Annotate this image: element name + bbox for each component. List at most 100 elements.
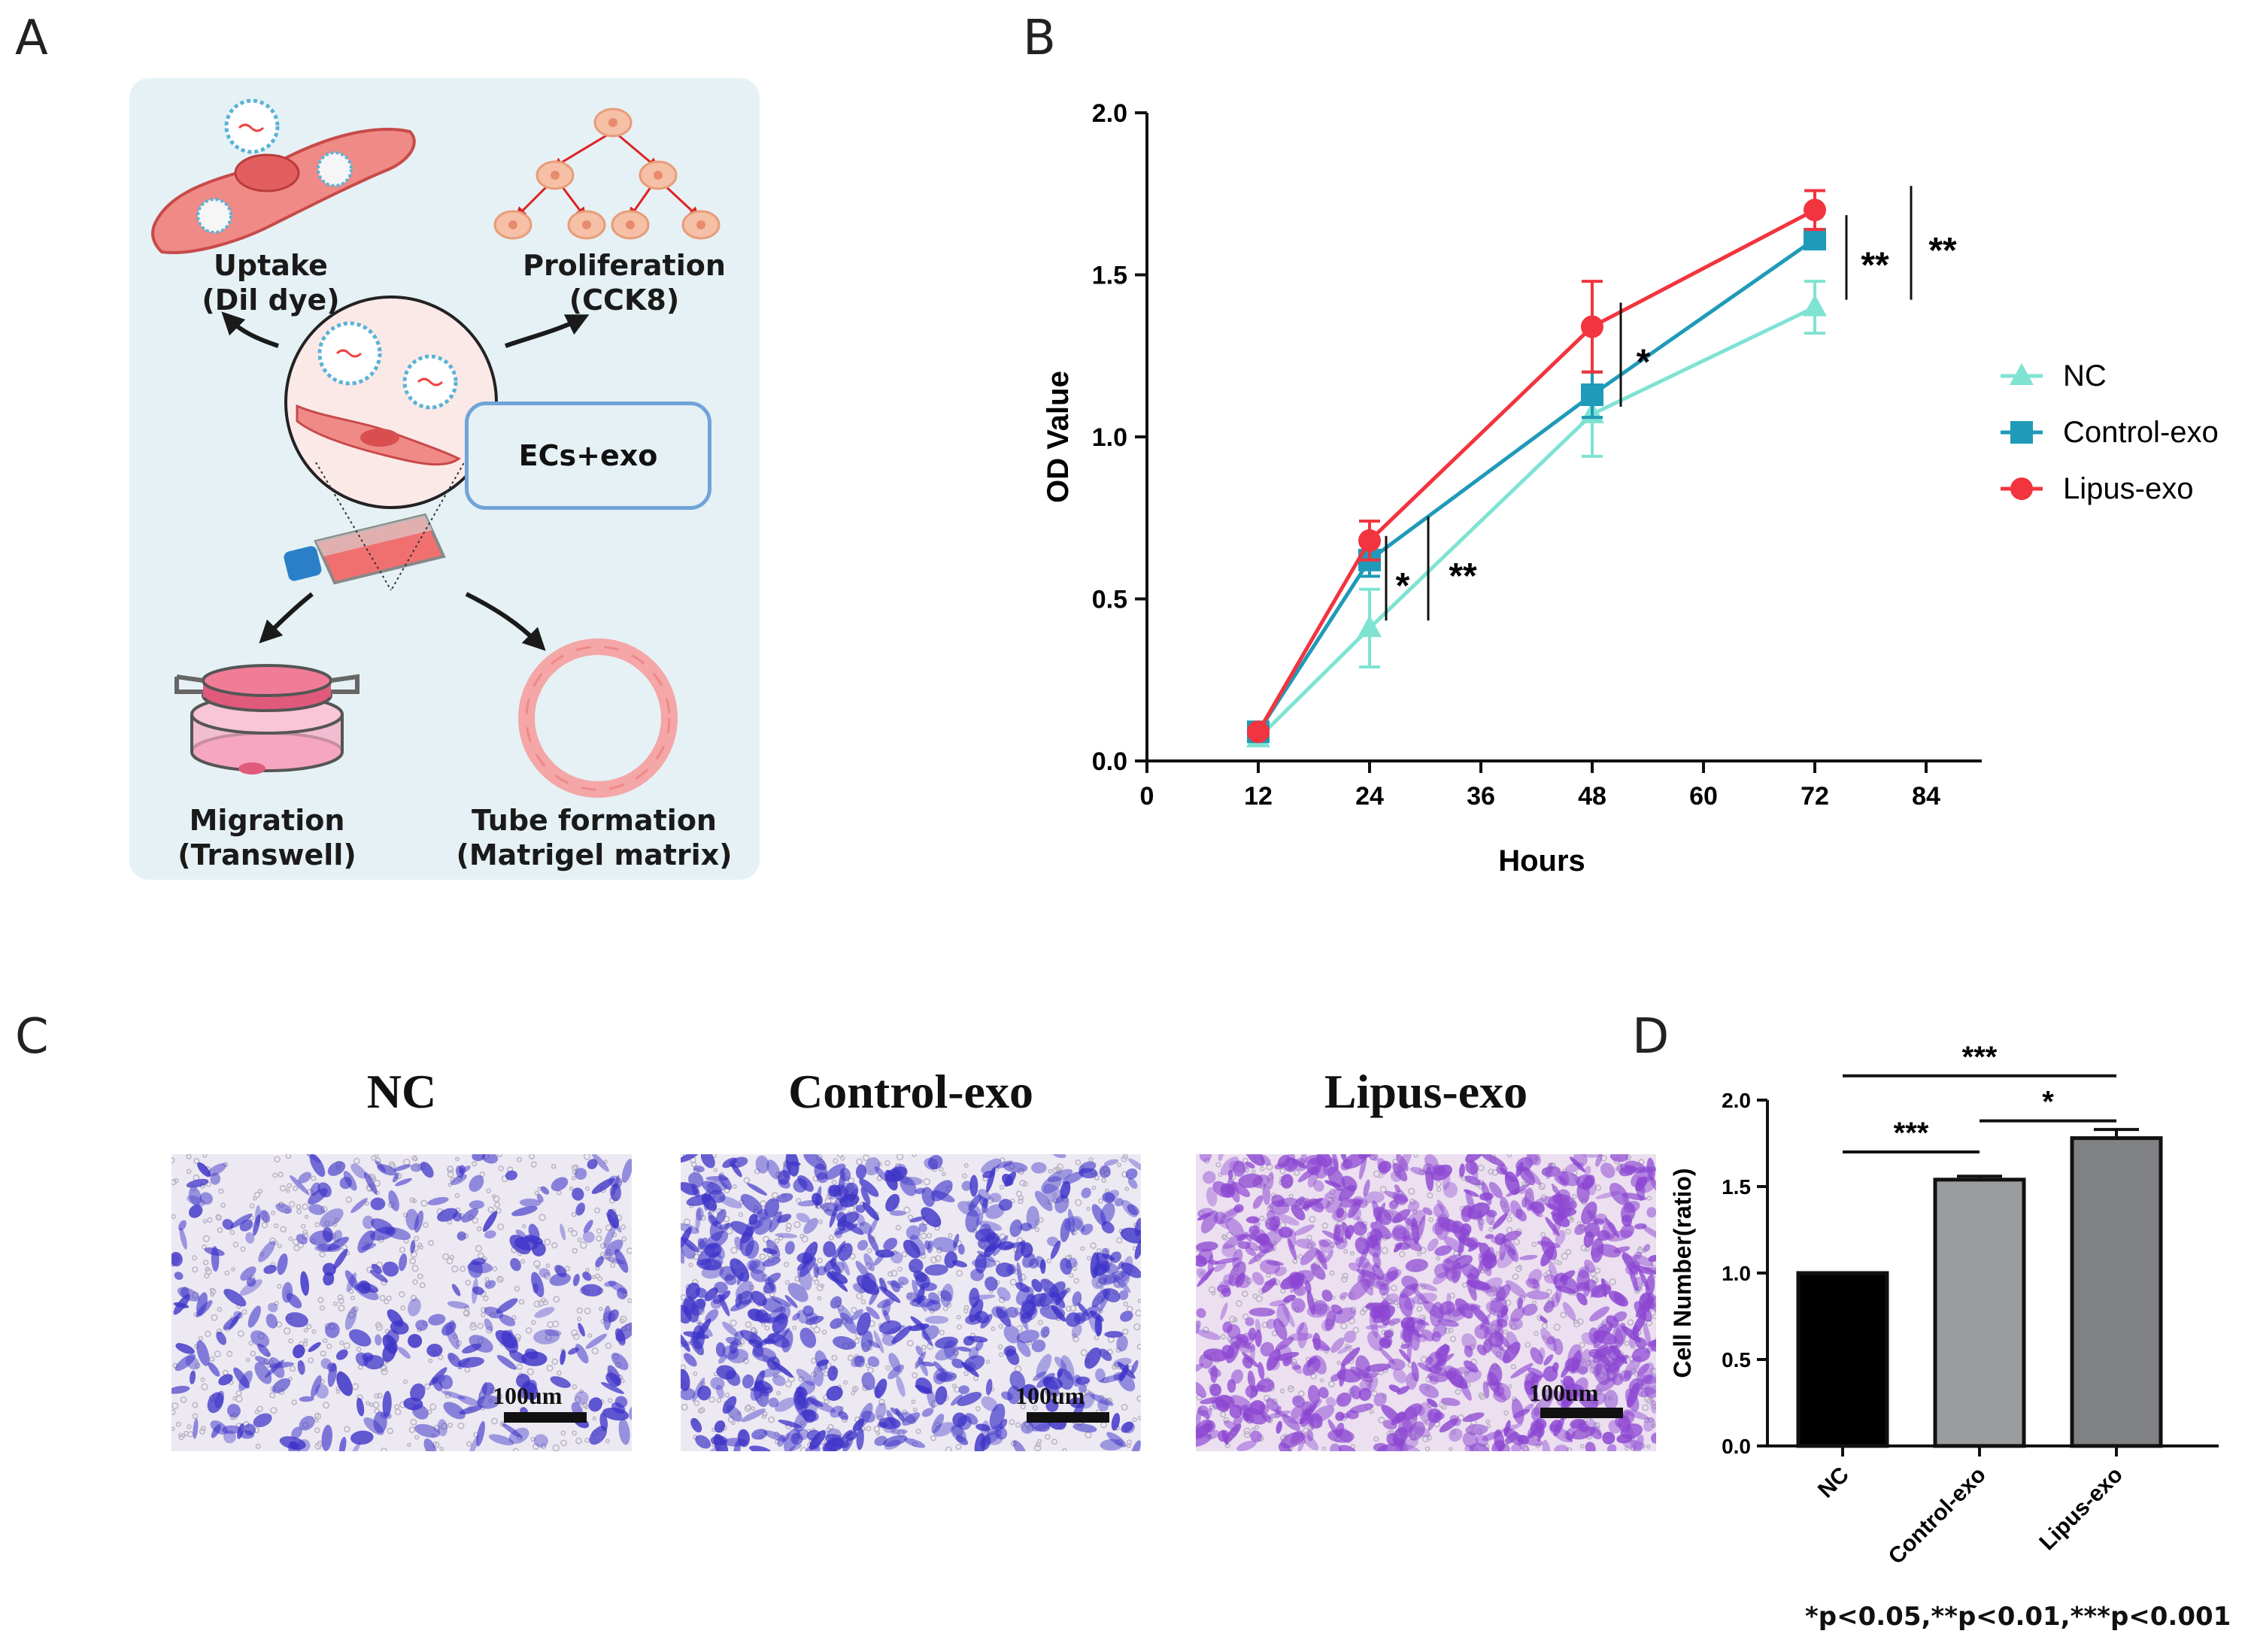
stained-cell xyxy=(790,1432,803,1445)
stained-cell xyxy=(1569,1156,1585,1172)
stained-cell xyxy=(1028,1258,1039,1269)
stained-cell xyxy=(1120,1311,1133,1322)
stained-cell xyxy=(550,1376,571,1388)
membrane-pore xyxy=(472,1161,478,1167)
membrane-pore xyxy=(394,1404,400,1410)
stained-cell xyxy=(1621,1326,1642,1343)
membrane-pore xyxy=(511,1315,517,1320)
membrane-pore xyxy=(289,1366,296,1372)
stained-cell xyxy=(1433,1323,1447,1338)
stained-cell xyxy=(1072,1291,1082,1307)
stained-cell xyxy=(802,1241,818,1266)
membrane-pore xyxy=(399,1291,405,1298)
stained-cell xyxy=(1608,1290,1629,1307)
membrane-pore xyxy=(314,1427,320,1433)
stained-cell xyxy=(1495,1284,1511,1302)
membrane-pore xyxy=(1015,1422,1021,1428)
stained-cell xyxy=(796,1213,810,1223)
stained-cell xyxy=(955,1435,969,1445)
stained-cell xyxy=(451,1284,461,1296)
stained-cell xyxy=(690,1336,705,1356)
membrane-pore xyxy=(1441,1403,1448,1410)
stained-cell xyxy=(1095,1368,1106,1383)
stained-cell xyxy=(1377,1443,1404,1451)
stained-cell xyxy=(476,1420,485,1447)
stained-cell xyxy=(216,1331,227,1345)
uptake-label: Uptake (Dil dye) xyxy=(188,248,353,317)
stained-cell xyxy=(826,1428,842,1441)
stained-cell xyxy=(293,1344,305,1359)
membrane-pore xyxy=(851,1307,857,1314)
legend-label-lipus-exo: Lipus-exo xyxy=(2063,472,2193,505)
stained-cell xyxy=(725,1336,742,1346)
stained-cell xyxy=(1515,1162,1524,1178)
stained-cell xyxy=(974,1433,986,1451)
membrane-pore xyxy=(530,1161,537,1168)
stained-cell xyxy=(336,1372,353,1396)
stained-cell xyxy=(1409,1166,1427,1175)
membrane-pore xyxy=(1503,1329,1508,1335)
stained-cell xyxy=(325,1322,340,1338)
stained-cell xyxy=(245,1232,255,1244)
membrane-pore xyxy=(1321,1446,1327,1451)
stained-cell xyxy=(1324,1310,1336,1331)
stained-cell xyxy=(1283,1294,1296,1303)
stained-cell xyxy=(1440,1219,1461,1233)
stained-cell xyxy=(1236,1440,1257,1451)
stained-cell xyxy=(1220,1183,1236,1199)
stained-cell xyxy=(1427,1412,1440,1432)
membrane-pore xyxy=(314,1413,320,1418)
membrane-pore xyxy=(1340,1275,1348,1283)
legend-marker xyxy=(2010,477,2033,500)
stained-cell xyxy=(1243,1231,1252,1242)
membrane-pore xyxy=(525,1327,532,1334)
stained-cell xyxy=(1009,1219,1023,1238)
stained-cell xyxy=(481,1154,499,1164)
significance-label: * xyxy=(1637,343,1651,383)
membrane-pore xyxy=(1294,1169,1300,1176)
membrane-pore xyxy=(1543,1272,1549,1278)
stained-cell xyxy=(255,1205,261,1226)
membrane-pore xyxy=(1455,1389,1461,1396)
membrane-pore xyxy=(1062,1447,1067,1451)
stained-cell xyxy=(1467,1202,1490,1220)
membrane-pore xyxy=(317,1296,324,1303)
stained-cell xyxy=(777,1170,790,1185)
membrane-pore xyxy=(599,1252,605,1257)
stained-cell xyxy=(805,1312,818,1323)
membrane-pore xyxy=(1202,1326,1209,1334)
stained-cell xyxy=(1597,1244,1622,1258)
stained-cell xyxy=(1072,1217,1085,1232)
membrane-pore xyxy=(1448,1327,1454,1333)
membrane-pore xyxy=(400,1305,406,1311)
stained-cell xyxy=(1200,1396,1224,1405)
membrane-pore xyxy=(428,1358,433,1363)
stained-cell xyxy=(1269,1299,1291,1307)
membrane-pore xyxy=(681,1403,688,1411)
uptake-subtitle: (Dil dye) xyxy=(202,283,340,317)
stained-cell xyxy=(708,1446,721,1451)
stained-cell xyxy=(1321,1290,1333,1302)
stained-cell xyxy=(1349,1278,1370,1301)
stained-cell xyxy=(509,1235,531,1255)
stained-cell xyxy=(1483,1247,1495,1272)
membrane-pore xyxy=(1536,1404,1540,1409)
stained-cell xyxy=(855,1205,866,1214)
stained-cell xyxy=(882,1435,908,1447)
membrane-pore xyxy=(1135,1309,1141,1317)
stained-cell xyxy=(1570,1390,1579,1399)
stained-cell xyxy=(912,1279,919,1296)
membrane-pore xyxy=(1569,1217,1575,1223)
series-line-lipus-exo xyxy=(1256,208,1816,733)
stained-cell xyxy=(397,1347,411,1359)
stained-cell xyxy=(799,1256,816,1278)
bar-control-exo xyxy=(1933,1178,2026,1448)
stained-cell xyxy=(1609,1345,1628,1364)
stained-cell xyxy=(1465,1160,1479,1175)
stained-cell xyxy=(1634,1176,1648,1192)
stained-cell xyxy=(1252,1195,1264,1209)
membrane-pore xyxy=(283,1327,291,1335)
x-tick-label: 36 xyxy=(1467,782,1495,811)
stained-cell xyxy=(705,1176,729,1181)
membrane-pore xyxy=(749,1266,754,1272)
